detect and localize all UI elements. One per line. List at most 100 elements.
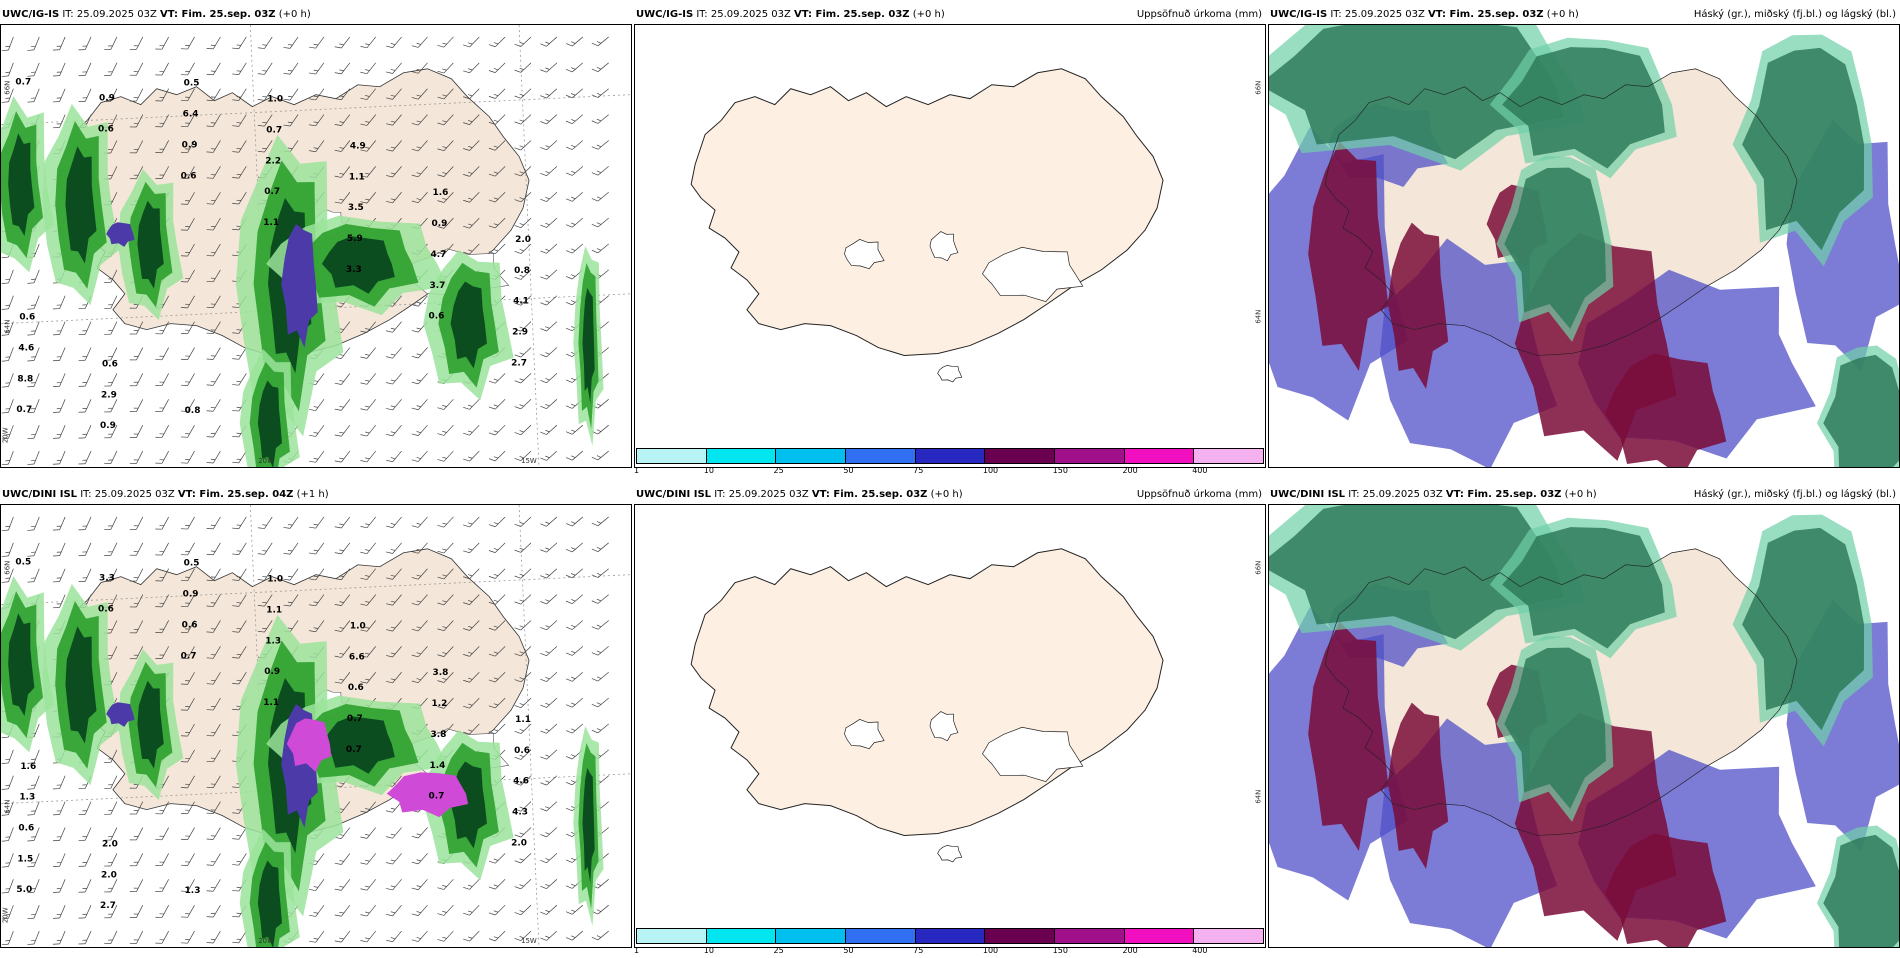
wind-barb	[283, 542, 299, 555]
wind-barb	[411, 646, 428, 658]
wind-barb	[463, 672, 480, 683]
legend-swatch	[1055, 929, 1125, 943]
wind-barb	[78, 373, 92, 387]
legend-swatch	[1194, 929, 1264, 943]
wind-barb	[155, 36, 169, 50]
wind-barb	[206, 450, 221, 464]
wind-barb	[155, 62, 169, 76]
mid-cloud	[1308, 621, 1389, 852]
precip-value-label: 0.7	[428, 792, 444, 802]
legend-swatch	[985, 929, 1056, 943]
wind-barb	[104, 801, 118, 815]
wind-barb	[104, 62, 118, 76]
wind-barb	[180, 620, 195, 633]
precip-value-label: 1.6	[432, 188, 448, 198]
wind-barb	[463, 114, 480, 125]
wind-barb	[437, 217, 454, 229]
wind-barb	[514, 568, 532, 579]
precip-value-label: 0.7	[15, 78, 31, 88]
precip-dark	[450, 281, 487, 369]
wind-barb	[540, 191, 558, 202]
wind-barb	[129, 373, 144, 387]
wind-barb	[129, 568, 144, 582]
precip-value-label: 0.7	[181, 651, 197, 661]
wind-barb	[334, 516, 351, 529]
wind-barb	[591, 217, 609, 228]
precip-value-label: 0.8	[185, 406, 201, 416]
wind-barb	[591, 697, 609, 708]
wind-barb	[514, 424, 532, 436]
wind-barb	[1, 269, 14, 284]
wind-barb	[334, 88, 351, 101]
wind-barb	[129, 801, 144, 815]
wind-barb	[540, 269, 558, 280]
wind-barb	[180, 321, 195, 335]
wind-barb	[78, 905, 92, 919]
graticule-line	[518, 25, 540, 467]
precip-value-label: 5.0	[16, 885, 32, 895]
wind-barb	[514, 594, 532, 605]
axis-label: 66N	[1255, 561, 1263, 575]
precip-value-label: 2.7	[100, 901, 116, 911]
wind-barb	[514, 879, 532, 890]
wind-barb	[514, 904, 532, 916]
legend-tick-label: 400	[1192, 946, 1208, 955]
wind-barb	[78, 568, 92, 582]
high-cloud	[1823, 834, 1899, 947]
wind-barb	[360, 166, 377, 178]
wind-barb	[309, 399, 325, 411]
wind-barb	[206, 62, 221, 76]
coastline	[1324, 548, 1798, 836]
wind-barb	[334, 620, 351, 632]
wind-barb	[386, 399, 402, 411]
wind-barb	[78, 853, 92, 867]
wind-barb	[104, 749, 118, 763]
cloud-cover-map	[1268, 504, 1900, 948]
wind-barb	[488, 671, 506, 683]
wind-barb	[334, 646, 351, 658]
mid-cloud	[1604, 833, 1727, 947]
legend-swatch	[846, 449, 916, 463]
precip-value-label: 0.6	[348, 683, 364, 693]
wind-barb	[411, 542, 428, 554]
wind-barb	[52, 516, 66, 531]
glacier	[929, 231, 959, 262]
wind-barb	[514, 36, 532, 47]
legend-swatch	[776, 929, 847, 943]
wind-barb	[1, 516, 14, 532]
wind-barb	[488, 399, 506, 410]
wind-barb	[514, 930, 532, 941]
wind-barb	[540, 542, 558, 553]
wind-barb	[360, 373, 377, 385]
panel-right-title: Uppsöfnuð úrkoma (mm)	[1136, 489, 1262, 500]
wind-barb	[1, 373, 14, 388]
precip-value-label: 1.3	[185, 886, 201, 896]
precip-value-label: 1.1	[263, 218, 279, 228]
wind-barb	[360, 140, 377, 152]
mid-cloud	[1387, 222, 1449, 390]
wind-barb	[411, 450, 428, 462]
wind-barb	[1, 801, 14, 816]
wind-barb	[155, 646, 169, 659]
wind-barb	[1, 879, 14, 894]
wind-barb	[540, 801, 558, 812]
wind-barb	[52, 114, 66, 129]
wind-barb	[78, 879, 92, 893]
wind-barb	[27, 775, 40, 790]
precip-dark	[257, 380, 282, 467]
wind-barb	[27, 516, 40, 531]
precip-value-label: 0.6	[514, 746, 530, 756]
wind-barb	[386, 542, 402, 554]
wind-barb	[411, 347, 428, 359]
wind-barb	[488, 166, 506, 177]
wind-barb	[309, 450, 325, 463]
wind-barb	[27, 568, 40, 583]
wind-barb	[206, 347, 221, 360]
wind-barb	[463, 879, 480, 890]
wind-barb	[1, 425, 14, 440]
legend-tick-label: 100	[982, 946, 999, 955]
wind-barb	[360, 516, 377, 529]
high-cloud	[1742, 47, 1865, 251]
wind-barb	[1, 905, 14, 920]
